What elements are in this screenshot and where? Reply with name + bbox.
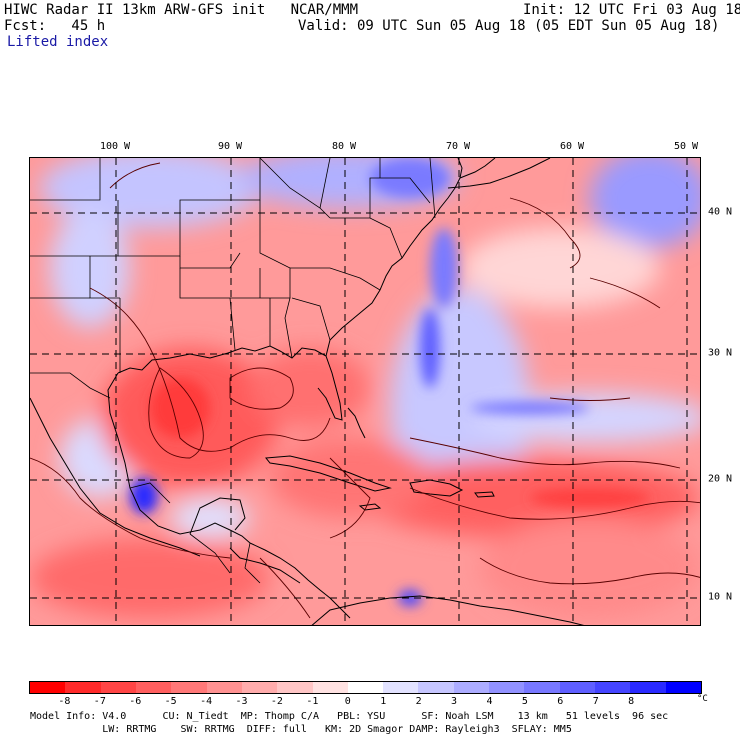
colorbar-cell	[595, 682, 631, 693]
lon-label-80w: 80 W	[331, 141, 357, 152]
colorbar-cell	[383, 682, 419, 693]
colorbar-tick-label: -4	[200, 696, 213, 707]
colorbar-cell	[347, 682, 384, 693]
lon-label-50w: 50 W	[673, 141, 699, 152]
lat-label-10n: 10 N	[708, 591, 733, 603]
model-title: HIWC Radar II 13km ARW-GFS init NCAR/MMM	[4, 2, 359, 18]
colorbar-tick-label: 0	[344, 696, 351, 707]
colorbar-cell	[65, 682, 101, 693]
colorbar-tick-label: -2	[270, 696, 283, 707]
model-info-line2: LW: RRTMG SW: RRTMG DIFF: full KM: 2D Sm…	[30, 724, 572, 735]
lon-label-100w: 100 W	[99, 141, 131, 152]
lon-label-60w: 60 W	[559, 141, 585, 152]
colorbar-cell	[453, 682, 490, 693]
colorbar-tick-label: -7	[93, 696, 106, 707]
colorbar-tick-label: -6	[129, 696, 142, 707]
map-canvas	[30, 158, 700, 625]
colorbar-cell	[171, 682, 207, 693]
colorbar-tick-label: 4	[486, 696, 493, 707]
colorbar-tick-label: 3	[451, 696, 458, 707]
colorbar-tick-label: 7	[592, 696, 599, 707]
lon-label-70w: 70 W	[445, 141, 471, 152]
colorbar-cell	[630, 682, 666, 693]
colorbar-cell	[241, 682, 278, 693]
colorbar-cell	[559, 682, 595, 693]
colorbar-cell	[665, 682, 701, 693]
colorbar-tick-label: 8	[628, 696, 635, 707]
colorbar-unit: °C	[697, 694, 708, 704]
colorbar-tick-label: 1	[380, 696, 387, 707]
colorbar-tick-label: 6	[557, 696, 564, 707]
lon-label-90w: 90 W	[217, 141, 243, 152]
lifted-index-map	[29, 157, 701, 626]
colorbar-cell	[30, 682, 66, 693]
colorbar-cell	[100, 682, 136, 693]
model-info-line1: Model Info: V4.0 CU: N_Tiedt MP: Thomp C…	[30, 711, 669, 722]
colorbar-cell	[524, 682, 560, 693]
colorbar	[29, 681, 702, 694]
colorbar-cell	[489, 682, 525, 693]
colorbar-tick-label: -3	[235, 696, 248, 707]
lat-label-40n: 40 N	[708, 206, 733, 218]
valid-time: Valid: 09 UTC Sun 05 Aug 18 (05 EDT Sun …	[298, 18, 720, 34]
lat-label-20n: 20 N	[708, 473, 733, 485]
colorbar-cell	[206, 682, 242, 693]
colorbar-tick-label: -8	[58, 696, 71, 707]
li-contours	[30, 162, 700, 619]
colorbar-cell	[135, 682, 172, 693]
colorbar-tick-label: 2	[415, 696, 422, 707]
latlon-grid	[30, 158, 700, 625]
colorbar-tick-label: -5	[164, 696, 177, 707]
forecast-hour: Fcst: 45 h	[4, 18, 106, 34]
colorbar-tick-label: 5	[521, 696, 528, 707]
init-time: Init: 12 UTC Fri 03 Aug 18	[523, 2, 740, 18]
colorbar-cell	[312, 682, 348, 693]
colorbar-tick-label: -1	[306, 696, 319, 707]
coastlines	[30, 158, 585, 625]
field-name: Lifted index	[7, 34, 109, 50]
colorbar-cell	[277, 682, 313, 693]
lat-label-30n: 30 N	[708, 347, 733, 359]
colorbar-cell	[418, 682, 454, 693]
